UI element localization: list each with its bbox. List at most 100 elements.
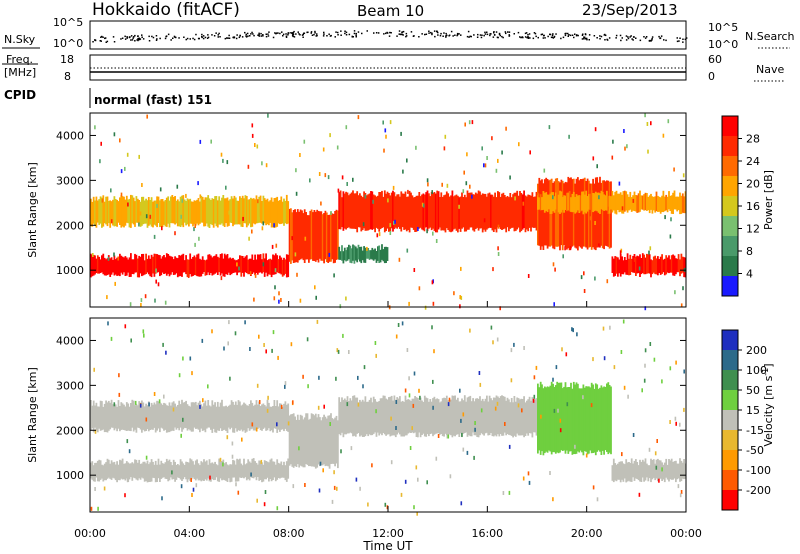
power-cell <box>434 193 437 233</box>
nsky-point <box>288 32 290 34</box>
velocity-speckle <box>276 506 279 511</box>
power-speckle <box>110 219 113 224</box>
power-cell <box>136 198 139 223</box>
power-cell <box>161 256 164 273</box>
power-cell <box>345 250 347 262</box>
velocity-cell <box>225 462 227 481</box>
power-cell <box>615 256 618 274</box>
velocity-cell <box>279 463 281 479</box>
velocity-speckle <box>342 333 344 338</box>
velocity-speckle <box>180 433 182 438</box>
nsky-point <box>355 32 357 35</box>
power-cell <box>524 195 527 233</box>
power-speckle <box>146 114 148 119</box>
power-speckle <box>295 191 298 196</box>
nsky-point <box>104 37 106 40</box>
nsky-point <box>101 35 103 38</box>
power-cell <box>128 257 131 277</box>
power-cell <box>586 196 589 212</box>
velocity-speckle <box>474 421 476 425</box>
power-cell <box>288 208 291 262</box>
nsky-point <box>685 37 688 39</box>
velocity-cell <box>251 458 254 478</box>
nsky-point <box>301 34 304 36</box>
velocity-cell <box>261 404 263 431</box>
velocity-cell <box>503 396 506 433</box>
velocity-cell <box>579 388 582 451</box>
velocity-cell <box>244 403 247 433</box>
nsky-point <box>596 37 598 39</box>
power-cell <box>243 198 245 223</box>
velocity-speckle <box>336 348 339 353</box>
power-cell <box>276 255 279 273</box>
velocity-cell <box>473 401 476 436</box>
power-cell <box>316 209 319 261</box>
velocity-speckle <box>139 403 142 408</box>
power-cell <box>586 178 589 250</box>
velocity-speckle <box>661 467 663 472</box>
velocity-speckle <box>406 348 409 352</box>
velocity-cell <box>218 458 221 482</box>
power-speckle <box>226 160 229 165</box>
power-cell <box>567 192 570 211</box>
power-cell <box>487 193 490 229</box>
nsky-point <box>272 36 275 39</box>
power-cell <box>622 260 625 275</box>
velocity-cell <box>215 406 218 433</box>
velocity-colorbar-tick-label: 50 <box>746 384 760 397</box>
power-speckle <box>256 144 259 149</box>
power-cell <box>215 254 218 273</box>
y-tick-label: 1000 <box>56 469 84 482</box>
power-speckle <box>274 268 277 273</box>
velocity-cell <box>145 463 147 482</box>
power-speckle <box>206 206 208 210</box>
power-speckle <box>483 163 485 168</box>
power-cell <box>371 191 374 230</box>
velocity-cell <box>415 397 418 437</box>
power-cell <box>139 256 142 274</box>
nsky-point <box>484 33 487 35</box>
velocity-cell <box>659 460 662 479</box>
velocity-cell <box>448 399 451 435</box>
power-cell <box>542 183 545 250</box>
nsky-point <box>582 33 584 35</box>
velocity-speckle <box>256 498 258 503</box>
velocity-speckle <box>182 356 184 361</box>
power-speckle <box>541 240 543 244</box>
nsky-point <box>383 33 385 35</box>
power-cell <box>241 195 244 227</box>
nsky-point <box>297 31 299 33</box>
velocity-cell <box>360 401 363 436</box>
power-cell <box>621 256 623 275</box>
nsky-point <box>204 36 207 39</box>
power-cell <box>437 191 440 230</box>
power-cell <box>428 193 430 229</box>
velocity-cell <box>181 399 183 432</box>
power-cell <box>444 194 447 233</box>
power-cell <box>114 199 117 227</box>
nsky-point <box>454 34 456 36</box>
velocity-cell <box>425 397 428 437</box>
power-cell <box>596 192 599 212</box>
velocity-cell <box>207 400 210 428</box>
velocity-cell <box>266 399 269 431</box>
power-cell <box>469 192 472 228</box>
power-cell <box>130 253 132 277</box>
power-cell <box>252 259 255 273</box>
nsky-point <box>665 39 667 42</box>
power-cell <box>407 196 410 231</box>
power-cell <box>363 191 365 229</box>
velocity-cell <box>590 382 593 454</box>
velocity-cell <box>548 387 550 451</box>
power-cell <box>397 194 400 228</box>
velocity-cell <box>299 414 302 466</box>
power-cell <box>98 256 101 274</box>
nsky-point <box>583 36 585 38</box>
power-cell <box>646 253 648 274</box>
velocity-cell <box>283 403 285 432</box>
power-cell <box>541 197 543 211</box>
velocity-speckle <box>572 328 574 333</box>
velocity-speckle <box>276 422 278 427</box>
power-cell <box>200 259 203 277</box>
power-speckle <box>646 122 649 126</box>
